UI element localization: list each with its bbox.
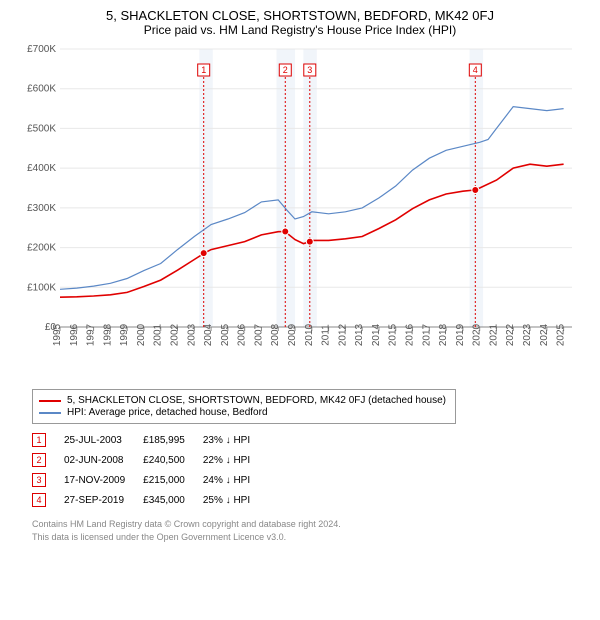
svg-text:2015: 2015 <box>388 323 399 346</box>
svg-text:£700K: £700K <box>27 44 56 55</box>
svg-text:4: 4 <box>473 65 478 75</box>
svg-text:2021: 2021 <box>488 323 499 346</box>
svg-text:2007: 2007 <box>253 323 264 346</box>
transactions-table: 1 25-JUL-2003 £185,995 23% ↓ HPI2 02-JUN… <box>32 430 268 510</box>
svg-text:2017: 2017 <box>421 323 432 346</box>
footer-attribution: Contains HM Land Registry data © Crown c… <box>32 518 592 543</box>
svg-text:1996: 1996 <box>69 323 80 346</box>
svg-text:2018: 2018 <box>438 323 449 346</box>
svg-text:£400K: £400K <box>27 163 56 174</box>
tx-date: 25-JUL-2003 <box>64 430 143 450</box>
tx-diff: 25% ↓ HPI <box>203 490 268 510</box>
svg-text:2012: 2012 <box>337 323 348 346</box>
tx-date: 27-SEP-2019 <box>64 490 143 510</box>
legend-label: 5, SHACKLETON CLOSE, SHORTSTOWN, BEDFORD… <box>67 395 446 406</box>
tx-diff: 22% ↓ HPI <box>203 450 268 470</box>
svg-text:1997: 1997 <box>86 323 97 346</box>
svg-text:£600K: £600K <box>27 84 56 95</box>
svg-text:2004: 2004 <box>203 323 214 346</box>
svg-text:2009: 2009 <box>287 323 298 346</box>
tx-marker-icon: 4 <box>32 493 46 507</box>
svg-text:2: 2 <box>283 65 288 75</box>
footer-line: Contains HM Land Registry data © Crown c… <box>32 518 592 531</box>
svg-text:1: 1 <box>201 65 206 75</box>
svg-text:1999: 1999 <box>119 323 130 346</box>
title-main: 5, SHACKLETON CLOSE, SHORTSTOWN, BEDFORD… <box>8 8 592 23</box>
price-chart: £0£100K£200K£300K£400K£500K£600K£700K199… <box>18 43 578 381</box>
svg-text:2020: 2020 <box>472 323 483 346</box>
tx-price: £345,000 <box>143 490 203 510</box>
legend-swatch <box>39 412 61 414</box>
svg-text:2011: 2011 <box>321 324 332 346</box>
svg-text:2002: 2002 <box>170 323 181 346</box>
legend: 5, SHACKLETON CLOSE, SHORTSTOWN, BEDFORD… <box>32 389 456 424</box>
svg-text:2016: 2016 <box>405 323 416 346</box>
svg-text:2003: 2003 <box>186 323 197 346</box>
svg-text:2000: 2000 <box>136 323 147 346</box>
svg-text:2001: 2001 <box>153 323 164 346</box>
svg-text:2014: 2014 <box>371 323 382 346</box>
svg-text:2005: 2005 <box>220 323 231 346</box>
svg-text:2025: 2025 <box>556 323 567 346</box>
svg-text:2008: 2008 <box>270 323 281 346</box>
table-row: 1 25-JUL-2003 £185,995 23% ↓ HPI <box>32 430 268 450</box>
svg-text:1995: 1995 <box>52 323 63 346</box>
table-row: 2 02-JUN-2008 £240,500 22% ↓ HPI <box>32 450 268 470</box>
tx-marker-icon: 2 <box>32 453 46 467</box>
svg-text:3: 3 <box>307 65 312 75</box>
svg-text:2019: 2019 <box>455 323 466 346</box>
tx-marker-icon: 1 <box>32 433 46 447</box>
table-row: 3 17-NOV-2009 £215,000 24% ↓ HPI <box>32 470 268 490</box>
svg-text:£300K: £300K <box>27 203 56 214</box>
legend-item: 5, SHACKLETON CLOSE, SHORTSTOWN, BEDFORD… <box>39 395 449 406</box>
tx-date: 02-JUN-2008 <box>64 450 143 470</box>
svg-text:2013: 2013 <box>354 323 365 346</box>
tx-diff: 24% ↓ HPI <box>203 470 268 490</box>
table-row: 4 27-SEP-2019 £345,000 25% ↓ HPI <box>32 490 268 510</box>
legend-label: HPI: Average price, detached house, Bedf… <box>67 407 268 418</box>
tx-price: £215,000 <box>143 470 203 490</box>
tx-marker-icon: 3 <box>32 473 46 487</box>
svg-text:2022: 2022 <box>505 323 516 346</box>
tx-date: 17-NOV-2009 <box>64 470 143 490</box>
footer-line: This data is licensed under the Open Gov… <box>32 531 592 544</box>
svg-text:£100K: £100K <box>27 282 56 293</box>
tx-price: £185,995 <box>143 430 203 450</box>
svg-text:2023: 2023 <box>522 323 533 346</box>
tx-diff: 23% ↓ HPI <box>203 430 268 450</box>
svg-text:2024: 2024 <box>539 323 550 346</box>
svg-text:£500K: £500K <box>27 123 56 134</box>
svg-text:1998: 1998 <box>102 323 113 346</box>
legend-swatch <box>39 400 61 402</box>
legend-item: HPI: Average price, detached house, Bedf… <box>39 407 449 418</box>
svg-text:2006: 2006 <box>237 323 248 346</box>
tx-price: £240,500 <box>143 450 203 470</box>
title-sub: Price paid vs. HM Land Registry's House … <box>8 23 592 37</box>
svg-text:£200K: £200K <box>27 243 56 254</box>
